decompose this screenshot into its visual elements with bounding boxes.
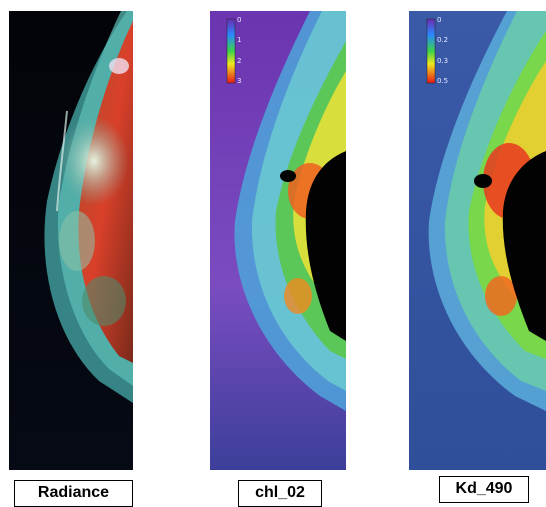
kd-490-image: 0 0.2 0.3 0.5: [409, 11, 546, 470]
kd-scale-tick-3: 0.5: [437, 77, 448, 85]
kd-490-label: Kd_490: [439, 476, 529, 503]
kd-scale-tick-2: 0.3: [437, 57, 448, 65]
chl-scale-tick-1: 1: [237, 36, 241, 44]
chl-scale-tick-0: 0: [237, 16, 241, 24]
radiance-label: Radiance: [14, 480, 133, 507]
chl-02-image: 0 1 2 3: [210, 11, 346, 470]
kd-scale-tick-0: 0: [437, 16, 441, 24]
chl-02-label: chl_02: [238, 480, 322, 507]
kd-scale-tick-1: 0.2: [437, 36, 448, 44]
chl-scale-tick-2: 2: [237, 57, 241, 65]
chl-scale-tick-3: 3: [237, 77, 241, 85]
radiance-image: [9, 11, 133, 470]
